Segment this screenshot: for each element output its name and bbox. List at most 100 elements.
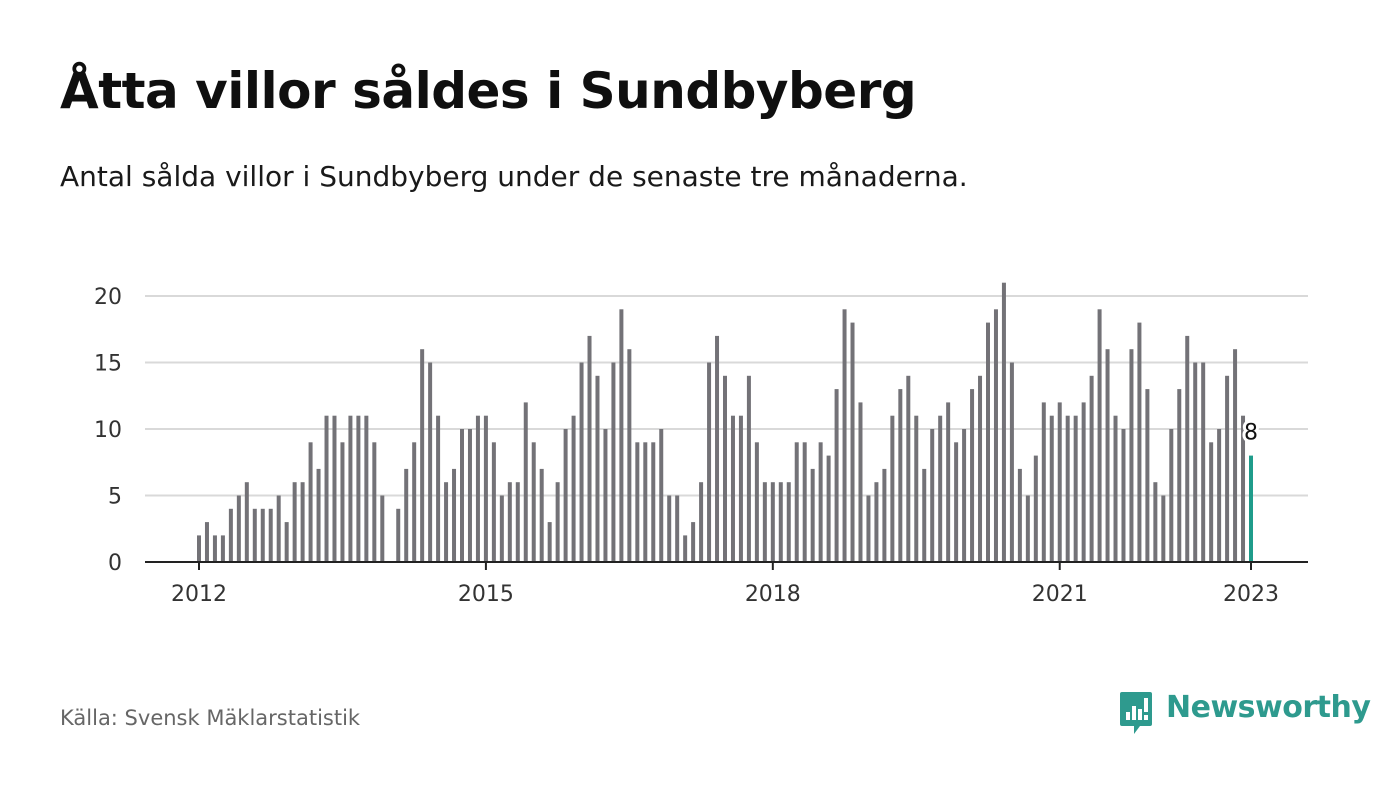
bar: [723, 375, 727, 562]
bar: [754, 442, 759, 562]
bar: [1161, 495, 1166, 562]
bar: [842, 309, 847, 562]
bar: [539, 468, 544, 562]
bar: [1113, 415, 1118, 562]
bar: [436, 415, 441, 562]
annotations: 8: [1241, 418, 1261, 449]
bar: [587, 335, 592, 562]
bar: [794, 442, 799, 562]
newsworthy-logo: Newsworthy: [1118, 690, 1371, 736]
bar: [1225, 375, 1230, 562]
highlight-value-label: 8: [1244, 421, 1258, 446]
bar: [348, 415, 353, 562]
bar: [1201, 362, 1206, 562]
bar: [770, 482, 775, 562]
bar: [1017, 468, 1022, 562]
bar: [324, 415, 329, 562]
bar: [611, 362, 616, 562]
bar: [603, 429, 608, 562]
bar: [778, 482, 783, 562]
bar: [531, 442, 536, 562]
bar: [1025, 495, 1030, 562]
bar: [1193, 362, 1198, 562]
bar: [1177, 389, 1182, 562]
bar: [1121, 429, 1126, 562]
y-tick-label: 15: [94, 352, 122, 377]
bar: [1033, 455, 1038, 562]
bar: [762, 482, 767, 562]
bar: [292, 482, 297, 562]
bar: [970, 389, 975, 562]
bar: [276, 495, 281, 562]
bar: [898, 389, 903, 562]
bar: [1241, 415, 1246, 562]
bar: [1081, 402, 1086, 562]
bar: [691, 522, 696, 562]
bar: [220, 535, 225, 562]
bar: [738, 415, 743, 562]
bar: [1009, 362, 1014, 562]
bar: [499, 495, 504, 562]
bar: [715, 335, 720, 562]
bar: [1057, 402, 1062, 562]
bar: [595, 375, 600, 562]
bar: [635, 442, 640, 562]
bar: [212, 535, 217, 562]
bar: [475, 415, 480, 562]
bar: [826, 455, 831, 562]
x-axis: 2012 2015 2018 2021 2023: [145, 561, 1308, 607]
bar: [380, 495, 385, 562]
bar: [444, 482, 449, 562]
bar: [627, 349, 632, 562]
bar: [858, 402, 863, 562]
bar: [1049, 415, 1054, 562]
bar: [1001, 282, 1006, 562]
bar: [308, 442, 313, 562]
y-tick-label: 20: [94, 285, 122, 310]
bar: [372, 442, 377, 562]
bar: [515, 482, 520, 562]
bar: [675, 495, 680, 562]
bar: [1153, 482, 1158, 562]
bar: [906, 375, 911, 562]
bar: [651, 442, 656, 562]
bar: [460, 429, 464, 562]
bar: [930, 429, 935, 562]
bar: [1209, 442, 1214, 562]
bar: [523, 402, 528, 562]
bar: [340, 442, 345, 562]
bar: [914, 415, 919, 562]
bar: [300, 482, 305, 562]
bar: [555, 482, 560, 562]
newsworthy-logo-icon: [1120, 692, 1152, 734]
x-tick-label: 2023: [1223, 582, 1279, 607]
bar: [404, 468, 409, 562]
bar: [1185, 335, 1190, 562]
bar: [1089, 375, 1094, 562]
bar: [1145, 389, 1150, 562]
chart-subtitle: Antal sålda villor i Sundbyberg under de…: [60, 160, 968, 193]
bar-chart: 0 5 10 15 20 2012 2015 2018 2021 2023 8: [94, 282, 1308, 607]
bar: [204, 522, 209, 562]
bar: [659, 429, 664, 562]
y-tick-label: 10: [94, 418, 122, 443]
bar: [244, 482, 249, 562]
bar: [683, 535, 688, 562]
bar: [1041, 402, 1046, 562]
bar: [252, 508, 257, 562]
bar: [356, 415, 361, 562]
bar: [890, 415, 895, 562]
bar: [730, 415, 735, 562]
bar: [236, 495, 241, 562]
bar: [412, 442, 417, 562]
y-axis: 0 5 10 15 20: [94, 285, 122, 576]
bar: [707, 362, 712, 562]
y-tick-label: 5: [108, 485, 122, 510]
bar: [619, 309, 624, 562]
bar: [228, 508, 233, 562]
newsworthy-logo-text: Newsworthy: [1166, 690, 1371, 725]
x-tick-label: 2021: [1032, 582, 1088, 607]
bar: [1233, 349, 1238, 562]
bar: [467, 429, 472, 562]
bar: [786, 482, 791, 562]
